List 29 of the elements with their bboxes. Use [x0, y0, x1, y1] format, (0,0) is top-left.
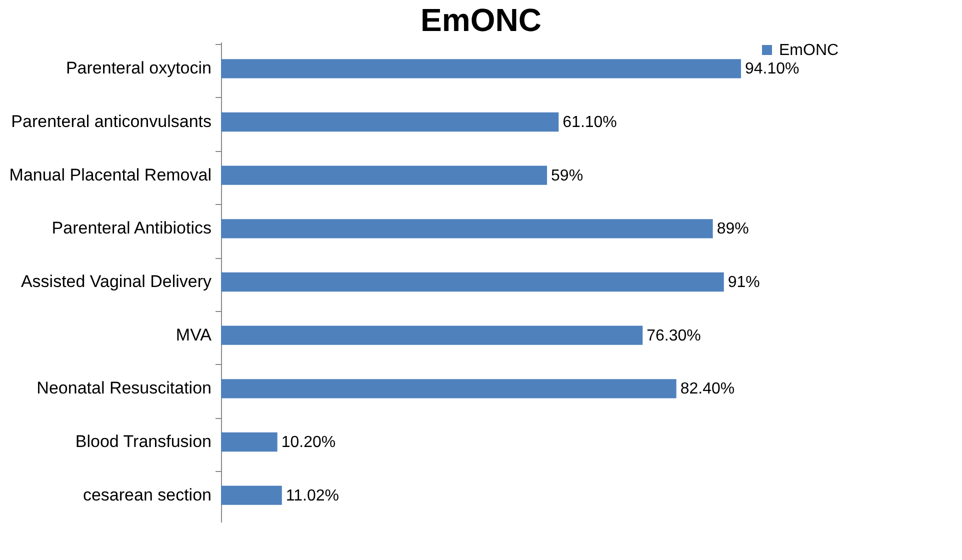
data-label: 91% [728, 274, 760, 291]
y-tick-label: Parenteral oxytocin [66, 58, 212, 78]
y-tick-label: Parenteral Antibiotics [52, 218, 212, 238]
y-tick-label: MVA [176, 325, 212, 344]
bar [221, 112, 559, 132]
bar [221, 272, 724, 292]
data-label: 11.02% [286, 487, 339, 504]
bar [221, 432, 278, 452]
data-label: 82.40% [680, 380, 735, 398]
y-tick-label: cesarean section [82, 485, 212, 504]
bar [221, 59, 741, 78]
bar [221, 379, 676, 398]
chart-title: EmONC [420, 2, 542, 38]
y-tick-label: Neonatal Resuscitation [36, 378, 212, 398]
bar [221, 486, 282, 505]
data-label: 59% [551, 167, 584, 184]
data-label: 76.30% [646, 327, 701, 344]
data-label: 94.10% [745, 60, 800, 78]
data-label: 89% [716, 220, 749, 238]
bar [221, 326, 643, 345]
y-tick-label: Parenteral anticonvulsants [11, 112, 212, 131]
y-tick-label: Manual Placental Removal [9, 165, 212, 184]
legend-label: EmONC [779, 42, 839, 59]
bar [221, 166, 548, 185]
data-label: 61.10% [562, 114, 617, 131]
y-tick-label: Blood Transfusion [75, 432, 212, 451]
data-label: 10.20% [281, 434, 336, 451]
bar [221, 219, 713, 238]
y-tick-label: Assisted Vaginal Delivery [20, 272, 212, 291]
